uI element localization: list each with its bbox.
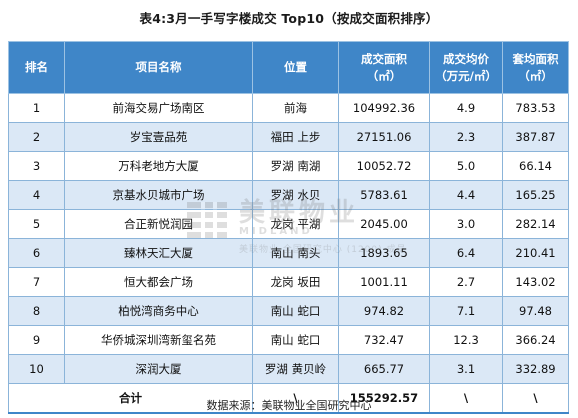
cell-name: 华侨城深圳湾新玺名苑 (64, 325, 253, 355)
cell-price: 4.4 (429, 180, 503, 210)
cell-location: 南山 南头 (252, 238, 339, 268)
cell-name: 深润大厦 (64, 354, 253, 384)
cell-price: 2.7 (429, 267, 503, 297)
cell-rank: 2 (8, 122, 65, 152)
header-rank: 排名 (8, 41, 65, 94)
cell-location: 龙岗 坂田 (252, 267, 339, 297)
cell-rank: 7 (8, 267, 65, 297)
cell-area: 974.82 (338, 296, 430, 326)
cell-name: 万科老地方大厦 (64, 151, 253, 181)
cell-unit-area: 366.24 (502, 325, 569, 355)
table-row: 9 华侨城深圳湾新玺名苑 南山 蛇口 732.47 12.3 366.24 (8, 325, 569, 355)
cell-area: 27151.06 (338, 122, 430, 152)
header-location: 位置 (252, 41, 339, 94)
header-unit-area: 套均面积 （㎡） (502, 41, 569, 94)
table-row: 4 京基水贝城市广场 罗湖 水贝 5783.61 4.4 165.25 (8, 180, 569, 210)
cell-unit-area: 165.25 (502, 180, 569, 210)
cell-price: 12.3 (429, 325, 503, 355)
cell-area: 1893.65 (338, 238, 430, 268)
cell-unit-area: 66.14 (502, 151, 569, 181)
cell-area: 732.47 (338, 325, 430, 355)
cell-area: 5783.61 (338, 180, 430, 210)
table-row: 8 柏悦湾商务中心 南山 蛇口 974.82 7.1 97.48 (8, 296, 569, 326)
cell-rank: 3 (8, 151, 65, 181)
header-area: 成交面积 （㎡） (338, 41, 430, 94)
cell-price: 6.4 (429, 238, 503, 268)
total-unit-area: \ (502, 383, 569, 414)
cell-location: 南山 蛇口 (252, 325, 339, 355)
total-area: 155292.57 (338, 383, 430, 414)
cell-location: 龙岗 平湖 (252, 209, 339, 239)
top10-table: 排名 项目名称 位置 成交面积 （㎡） 成交均价 （万元/㎡） 套均面积 （㎡） 1 … (8, 41, 569, 414)
data-source-note: 数据来源：美联物业全国研究中心 (206, 399, 372, 412)
cell-location: 南山 蛇口 (252, 296, 339, 326)
cell-price: 4.9 (429, 93, 503, 123)
cell-rank: 9 (8, 325, 65, 355)
table-header-row: 排名 项目名称 位置 成交面积 （㎡） 成交均价 （万元/㎡） 套均面积 （㎡） (8, 41, 569, 94)
cell-unit-area: 143.02 (502, 267, 569, 297)
cell-unit-area: 210.41 (502, 238, 569, 268)
table-row: 7 恒大都会广场 龙岗 坂田 1001.11 2.7 143.02 (8, 267, 569, 297)
cell-price: 5.0 (429, 151, 503, 181)
cell-location: 前海 (252, 93, 339, 123)
table-row: 2 岁宝壹品苑 福田 上步 27151.06 2.3 387.87 (8, 122, 569, 152)
cell-location: 罗湖 黄贝岭 (252, 354, 339, 384)
cell-price: 2.3 (429, 122, 503, 152)
cell-rank: 8 (8, 296, 65, 326)
cell-name: 柏悦湾商务中心 (64, 296, 253, 326)
cell-rank: 6 (8, 238, 65, 268)
cell-unit-area: 387.87 (502, 122, 569, 152)
total-row: 合计 \ 155292.57 \ \ (8, 383, 569, 414)
cell-location: 福田 上步 (252, 122, 339, 152)
cell-rank: 10 (8, 354, 65, 384)
cell-unit-area: 97.48 (502, 296, 569, 326)
cell-name: 京基水贝城市广场 (64, 180, 253, 210)
cell-unit-area: 332.89 (502, 354, 569, 384)
cell-name: 合正新悦润园 (64, 209, 253, 239)
table-row: 5 合正新悦润园 龙岗 平湖 2045.00 3.0 282.14 (8, 209, 569, 239)
cell-rank: 1 (8, 93, 65, 123)
header-name: 项目名称 (64, 41, 253, 94)
cell-rank: 5 (8, 209, 65, 239)
cell-unit-area: 282.14 (502, 209, 569, 239)
cell-area: 10052.72 (338, 151, 430, 181)
cell-area: 2045.00 (338, 209, 430, 239)
cell-price: 3.0 (429, 209, 503, 239)
cell-location: 罗湖 南湖 (252, 151, 339, 181)
table-row: 3 万科老地方大厦 罗湖 南湖 10052.72 5.0 66.14 (8, 151, 569, 181)
table-row: 1 前海交易广场南区 前海 104992.36 4.9 783.53 (8, 93, 569, 123)
cell-name: 恒大都会广场 (64, 267, 253, 297)
cell-location: 罗湖 水贝 (252, 180, 339, 210)
header-price: 成交均价 （万元/㎡） (429, 41, 503, 94)
cell-name: 前海交易广场南区 (64, 93, 253, 123)
cell-unit-area: 783.53 (502, 93, 569, 123)
table-row: 10 深润大厦 罗湖 黄贝岭 665.77 3.1 332.89 (8, 354, 569, 384)
total-label: 合计 (8, 383, 253, 414)
cell-price: 3.1 (429, 354, 503, 384)
cell-name: 臻林天汇大厦 (64, 238, 253, 268)
cell-rank: 4 (8, 180, 65, 210)
cell-area: 104992.36 (338, 93, 430, 123)
total-price: \ (429, 383, 503, 414)
cell-price: 7.1 (429, 296, 503, 326)
table-title: 表4:3月一手写字楼成交 Top10（按成交面积排序） (139, 11, 439, 26)
table-row: 6 臻林天汇大厦 南山 南头 1893.65 6.4 210.41 (8, 238, 569, 268)
cell-area: 665.77 (338, 354, 430, 384)
cell-name: 岁宝壹品苑 (64, 122, 253, 152)
cell-area: 1001.11 (338, 267, 430, 297)
